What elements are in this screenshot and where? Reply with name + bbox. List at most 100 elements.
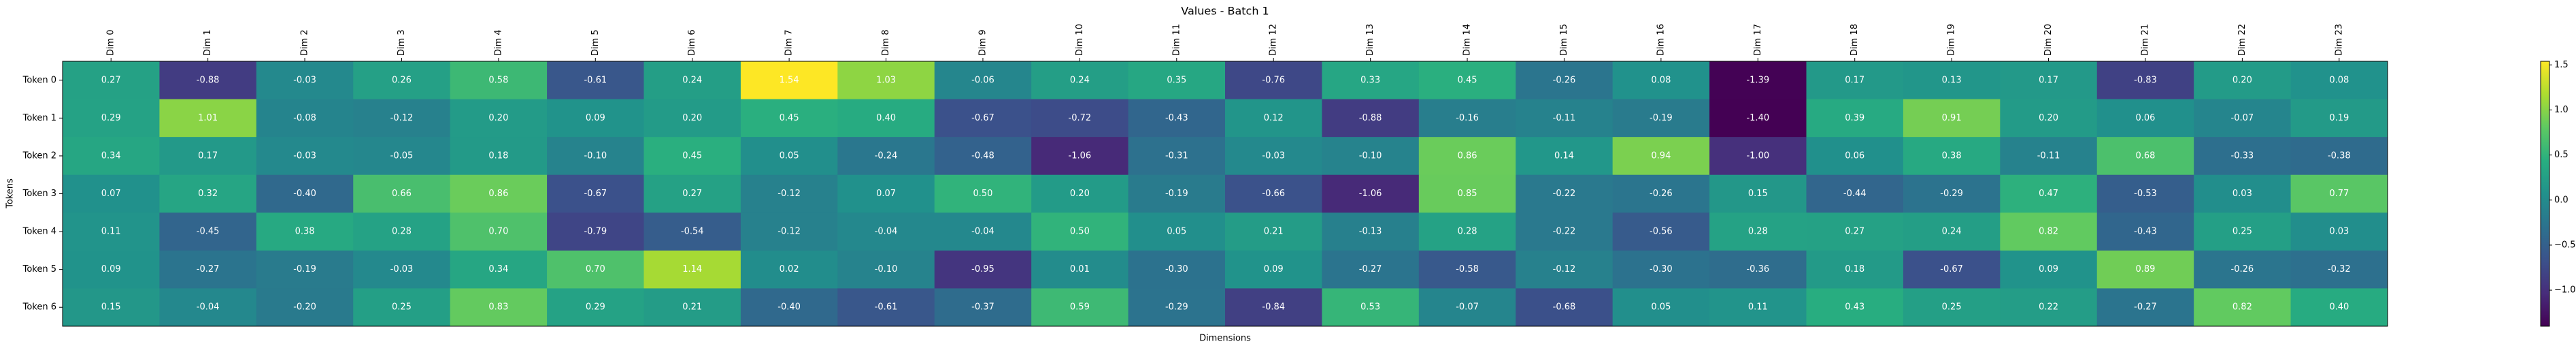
heatmap-cell <box>1709 137 1807 176</box>
cell-label: -0.04 <box>197 302 220 313</box>
heatmap-cell <box>1612 137 1710 176</box>
cell-label: -0.12 <box>777 227 801 237</box>
cell-label: 0.22 <box>2039 302 2058 313</box>
cell-label: 0.26 <box>392 75 412 85</box>
heatmap-cell <box>256 137 354 176</box>
cell-label: 0.20 <box>682 113 702 123</box>
cell-label: 0.45 <box>682 151 702 161</box>
heatmap-cell <box>2194 61 2292 100</box>
heatmap-cell <box>1903 174 2001 213</box>
cell-label: -0.11 <box>2037 151 2060 161</box>
cell-label: 1.54 <box>780 75 799 85</box>
colorbar-tick-label: 0.5 <box>2554 150 2569 160</box>
heatmap-cell <box>837 61 935 100</box>
heatmap-cell <box>450 61 548 100</box>
cell-label: -0.32 <box>2328 264 2351 274</box>
heatmap-cell <box>740 137 838 176</box>
heatmap-cell <box>63 212 160 251</box>
heatmap-cell <box>1516 99 1613 138</box>
cell-label: 0.06 <box>1845 151 1864 161</box>
cell-label: 1.14 <box>682 264 702 274</box>
cell-label: 0.05 <box>1651 302 1671 313</box>
cell-label: 0.09 <box>2039 264 2058 274</box>
cell-label: 0.02 <box>780 264 799 274</box>
heatmap-cell <box>2000 99 2098 138</box>
heatmap-cell <box>1322 61 1420 100</box>
cell-label: 0.09 <box>1264 264 1284 274</box>
cell-label: -0.03 <box>390 264 414 274</box>
cell-label: 0.24 <box>1942 227 1962 237</box>
heatmap-cell <box>1322 174 1420 213</box>
x-tick-label: Dim 14 <box>1462 24 1473 56</box>
x-tick-label: Dim 3 <box>397 29 407 56</box>
y-axis-label: Tokens <box>5 178 16 209</box>
heatmap-cell <box>1903 212 2001 251</box>
heatmap-cell <box>1516 61 1613 100</box>
heatmap-cell <box>740 99 838 138</box>
heatmap-cell <box>2096 137 2194 176</box>
cell-label: -0.43 <box>2134 227 2157 237</box>
heatmap-cell <box>353 99 451 138</box>
cell-label: 0.28 <box>1748 227 1768 237</box>
heatmap-cell <box>63 137 160 176</box>
cell-label: -0.61 <box>584 75 607 85</box>
cell-label: -0.16 <box>1456 113 1479 123</box>
heatmap-cell <box>1903 250 2001 289</box>
cell-label: 0.17 <box>1845 75 1864 85</box>
cell-label: -0.03 <box>293 75 316 85</box>
heatmap-cell <box>2096 174 2194 213</box>
cell-label: 0.27 <box>682 189 702 199</box>
cell-label: 0.70 <box>488 227 508 237</box>
heatmap-cell <box>450 212 548 251</box>
y-tick-label: Token 2 <box>22 151 56 161</box>
cell-label: 0.20 <box>2232 75 2252 85</box>
cell-label: -0.19 <box>293 264 316 274</box>
heatmap-cell <box>353 174 451 213</box>
heatmap-cell <box>2096 250 2194 289</box>
heatmap-cell <box>2194 137 2292 176</box>
heatmap-cell <box>1709 174 1807 213</box>
heatmap-cell <box>1418 288 1516 327</box>
cell-label: 0.17 <box>198 151 218 161</box>
cell-label: -0.29 <box>1165 302 1188 313</box>
heatmap-cell <box>159 288 257 327</box>
cell-label: -0.04 <box>971 227 994 237</box>
heatmap-cell <box>2290 212 2388 251</box>
heatmap-cell <box>63 250 160 289</box>
heatmap-cell <box>1806 212 1904 251</box>
x-tick-label: Dim 23 <box>2334 24 2344 56</box>
heatmap-cell <box>1709 61 1807 100</box>
cell-label: -0.95 <box>971 264 994 274</box>
x-tick-label: Dim 13 <box>1365 24 1375 56</box>
cell-label: -0.58 <box>1456 264 1479 274</box>
cell-label: -0.10 <box>1359 151 1382 161</box>
cell-label: -0.48 <box>971 151 994 161</box>
cell-label: 0.32 <box>198 189 218 199</box>
heatmap-cell <box>353 212 451 251</box>
heatmap-cell <box>547 61 644 100</box>
cell-label: -0.27 <box>197 264 220 274</box>
cell-label: -0.19 <box>1165 189 1188 199</box>
heatmap-cell <box>1322 288 1420 327</box>
heatmap-cell <box>2290 288 2388 327</box>
heatmap-cell <box>256 174 354 213</box>
heatmap-cell <box>2194 212 2292 251</box>
cell-label: -0.40 <box>777 302 801 313</box>
heatmap-cell <box>1128 212 1226 251</box>
cell-label: -0.30 <box>1650 264 1673 274</box>
cell-label: 0.21 <box>1264 227 1284 237</box>
cell-label: 0.53 <box>1360 302 1380 313</box>
cell-label: -0.10 <box>584 151 607 161</box>
chart-title: Values - Batch 1 <box>1181 5 1269 18</box>
heatmap-cell <box>450 99 548 138</box>
heatmap-cell <box>2290 137 2388 176</box>
cell-label: -0.04 <box>875 227 898 237</box>
heatmap-cell <box>353 137 451 176</box>
cell-label: 0.14 <box>1554 151 1574 161</box>
cell-label: -0.05 <box>390 151 414 161</box>
cell-label: 0.29 <box>101 113 121 123</box>
cell-label: -0.12 <box>777 189 801 199</box>
cell-label: 0.15 <box>1748 189 1768 199</box>
heatmap-cell <box>2000 212 2098 251</box>
heatmap-cell <box>63 174 160 213</box>
